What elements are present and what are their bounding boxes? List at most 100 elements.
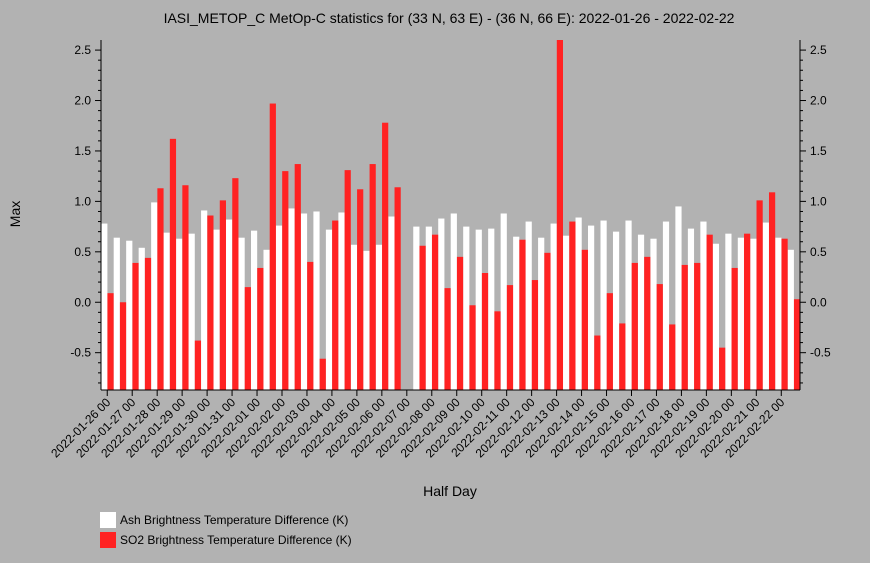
so2-bar [307, 261, 314, 390]
chart-title: IASI_METOP_C MetOp-C statistics for (33 … [164, 10, 735, 26]
ash-bar [450, 213, 457, 390]
ash-bar [737, 237, 744, 390]
ash-bar [188, 233, 195, 390]
so2-bar [681, 264, 688, 390]
so2-bar [294, 164, 301, 390]
ash-bar [538, 237, 545, 390]
so2-bar [781, 238, 788, 390]
so2-bar [232, 178, 239, 390]
so2-bar [194, 340, 202, 390]
so2-bar [793, 299, 801, 390]
legend-swatch-so2 [100, 532, 116, 548]
x-axis-label: Half Day [423, 483, 477, 499]
ash-bar [388, 216, 395, 390]
ash-bar [425, 226, 432, 390]
y-tick-label: -0.5 [810, 346, 831, 360]
so2-bar [369, 164, 376, 390]
ash-bar [750, 238, 757, 390]
ash-bar [163, 232, 170, 390]
so2-bar [157, 188, 164, 390]
ash-bar [650, 238, 657, 390]
ash-bar [463, 226, 470, 390]
ash-bar [687, 228, 695, 390]
ash-bar [375, 244, 383, 390]
legend: Ash Brightness Temperature Difference (K… [100, 512, 352, 548]
so2-bar [257, 267, 264, 390]
so2-bar [594, 335, 601, 390]
ash-bar [500, 213, 507, 390]
so2-bar [694, 262, 701, 390]
so2-bar [719, 347, 726, 390]
so2-bar [144, 257, 152, 390]
so2-bar [119, 302, 127, 390]
so2-bar [506, 285, 514, 390]
so2-bar [394, 187, 401, 390]
so2-bar [282, 171, 289, 390]
so2-bar [706, 234, 713, 390]
ash-bar [637, 234, 645, 390]
so2-bar [768, 192, 776, 390]
ash-bar [725, 233, 732, 390]
ash-bar [787, 249, 794, 390]
so2-bar [494, 311, 501, 390]
so2-bar [669, 324, 676, 390]
ash-bar [612, 231, 620, 390]
y-tick-label: 2.5 [74, 43, 91, 57]
so2-bar [444, 288, 451, 390]
ash-bar [588, 225, 595, 390]
bars [101, 40, 801, 391]
y-tick-label: 2.5 [810, 43, 827, 57]
ash-bar [550, 223, 557, 390]
so2-bar [544, 252, 551, 390]
ash-bar [113, 237, 120, 390]
left-axis: -0.5 0.0 0.5 1.0 1.5 2.0 2.5 [70, 40, 102, 390]
ash-bar [513, 236, 520, 390]
ash-bar [126, 240, 133, 390]
so2-bar [519, 239, 526, 390]
y-tick-label: 1.0 [810, 194, 827, 208]
ash-bar [313, 211, 320, 390]
so2-bar [581, 249, 588, 390]
legend-label-ash: Ash Brightness Temperature Difference (K… [120, 513, 348, 527]
ash-bar [350, 244, 358, 390]
so2-bar [244, 287, 251, 390]
so2-bar [481, 273, 489, 390]
y-tick-label: 0.5 [74, 245, 91, 259]
ash-bar [275, 225, 283, 390]
y-tick-label: -0.5 [70, 346, 91, 360]
ash-bar [151, 202, 158, 390]
y-tick-label: 1.5 [74, 144, 91, 158]
ash-bar [338, 212, 345, 390]
ash-bar [625, 220, 632, 390]
ash-bar [700, 221, 707, 390]
ash-bar [363, 250, 370, 390]
so2-bar [431, 234, 439, 390]
ash-bar [300, 213, 308, 390]
so2-bar [531, 280, 539, 390]
ash-bar [263, 249, 270, 390]
y-tick-label: 2.0 [810, 94, 827, 108]
ash-bar [675, 206, 682, 390]
ash-bar [325, 229, 333, 390]
ash-bar [250, 230, 258, 390]
ash-bar [238, 237, 245, 390]
ash-bar [213, 229, 220, 390]
y-tick-label: 1.5 [810, 144, 827, 158]
ash-bar [138, 247, 145, 390]
so2-bar [169, 138, 177, 390]
ash-bar [775, 237, 782, 390]
y-tick-label: 0.5 [810, 245, 827, 259]
ash-bar [575, 217, 582, 390]
ash-bar [475, 229, 482, 390]
so2-bar [619, 323, 626, 390]
so2-bar [644, 256, 651, 390]
so2-bar [132, 262, 139, 390]
ash-bar [762, 222, 769, 390]
y-tick-label: 1.0 [74, 194, 91, 208]
so2-bar [382, 122, 389, 391]
so2-bar [344, 170, 351, 390]
so2-bar [469, 305, 476, 390]
ash-bar [438, 218, 445, 390]
so2-bar [207, 215, 214, 390]
